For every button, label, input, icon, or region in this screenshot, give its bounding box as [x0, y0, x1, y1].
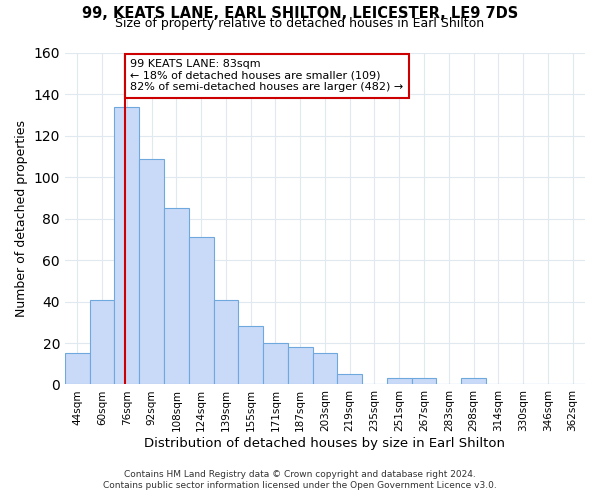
X-axis label: Distribution of detached houses by size in Earl Shilton: Distribution of detached houses by size … [145, 437, 505, 450]
Bar [412, 378, 436, 384]
Bar [89, 300, 115, 384]
Bar [337, 374, 362, 384]
Text: 99 KEATS LANE: 83sqm
← 18% of detached houses are smaller (109)
82% of semi-deta: 99 KEATS LANE: 83sqm ← 18% of detached h… [130, 59, 403, 92]
Bar [115, 107, 139, 384]
Bar [214, 300, 238, 384]
Text: 99, KEATS LANE, EARL SHILTON, LEICESTER, LE9 7DS: 99, KEATS LANE, EARL SHILTON, LEICESTER,… [82, 6, 518, 20]
Bar [139, 158, 164, 384]
Bar [387, 378, 412, 384]
Y-axis label: Number of detached properties: Number of detached properties [15, 120, 28, 317]
Bar [189, 238, 214, 384]
Bar [65, 354, 89, 384]
Bar [164, 208, 189, 384]
Text: Size of property relative to detached houses in Earl Shilton: Size of property relative to detached ho… [115, 18, 485, 30]
Bar [461, 378, 486, 384]
Bar [288, 347, 313, 385]
Bar [313, 354, 337, 384]
Bar [238, 326, 263, 384]
Bar [263, 343, 288, 384]
Text: Contains HM Land Registry data © Crown copyright and database right 2024.
Contai: Contains HM Land Registry data © Crown c… [103, 470, 497, 490]
